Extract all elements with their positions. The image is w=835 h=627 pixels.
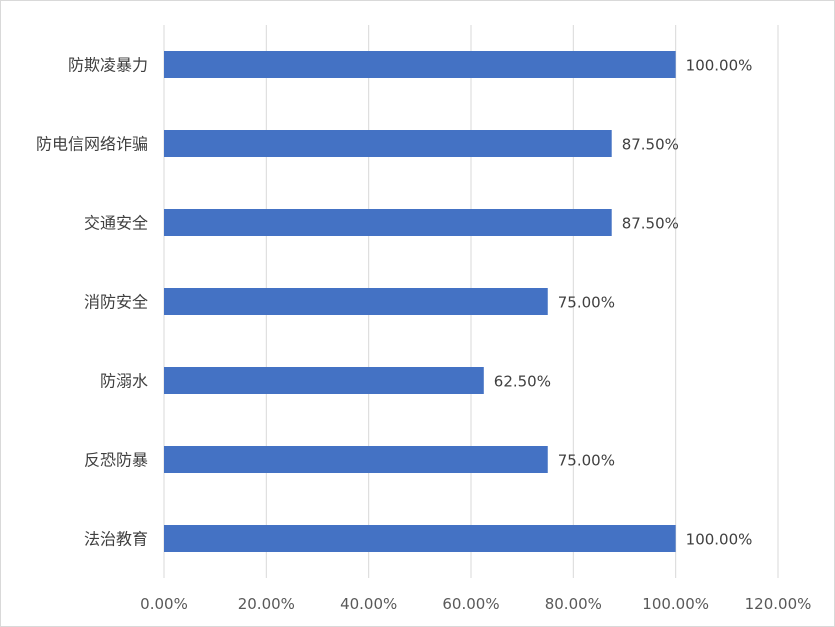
x-tick-label: 0.00% [140, 595, 188, 613]
x-tick-label: 80.00% [545, 595, 602, 613]
x-tick-label: 40.00% [340, 595, 397, 613]
x-tick-label: 60.00% [442, 595, 499, 613]
bar [164, 130, 612, 157]
data-label: 100.00% [686, 57, 753, 75]
bar [164, 446, 548, 473]
category-label: 交通安全 [84, 214, 148, 233]
data-label: 75.00% [558, 294, 615, 312]
bar [164, 209, 612, 236]
category-label: 防溺水 [100, 372, 148, 391]
data-label: 87.50% [622, 215, 679, 233]
category-label: 法治教育 [84, 530, 148, 549]
bar [164, 367, 484, 394]
bars [164, 51, 676, 552]
x-tick-label: 120.00% [745, 595, 812, 613]
data-label: 87.50% [622, 136, 679, 154]
category-label: 防电信网络诈骗 [36, 135, 148, 154]
data-label: 100.00% [686, 531, 753, 549]
category-label: 反恐防暴 [84, 451, 148, 470]
data-label: 75.00% [558, 452, 615, 470]
bar [164, 288, 548, 315]
bar [164, 51, 676, 78]
x-tick-label: 20.00% [238, 595, 295, 613]
category-label: 消防安全 [84, 293, 148, 312]
bar [164, 525, 676, 552]
category-label: 防欺凌暴力 [68, 56, 148, 75]
x-tick-label: 100.00% [642, 595, 709, 613]
data-label: 62.50% [494, 373, 551, 391]
labels: 0.00% 20.00% 40.00% 60.00% 80.00% 100.00% 120.… [36, 56, 811, 614]
